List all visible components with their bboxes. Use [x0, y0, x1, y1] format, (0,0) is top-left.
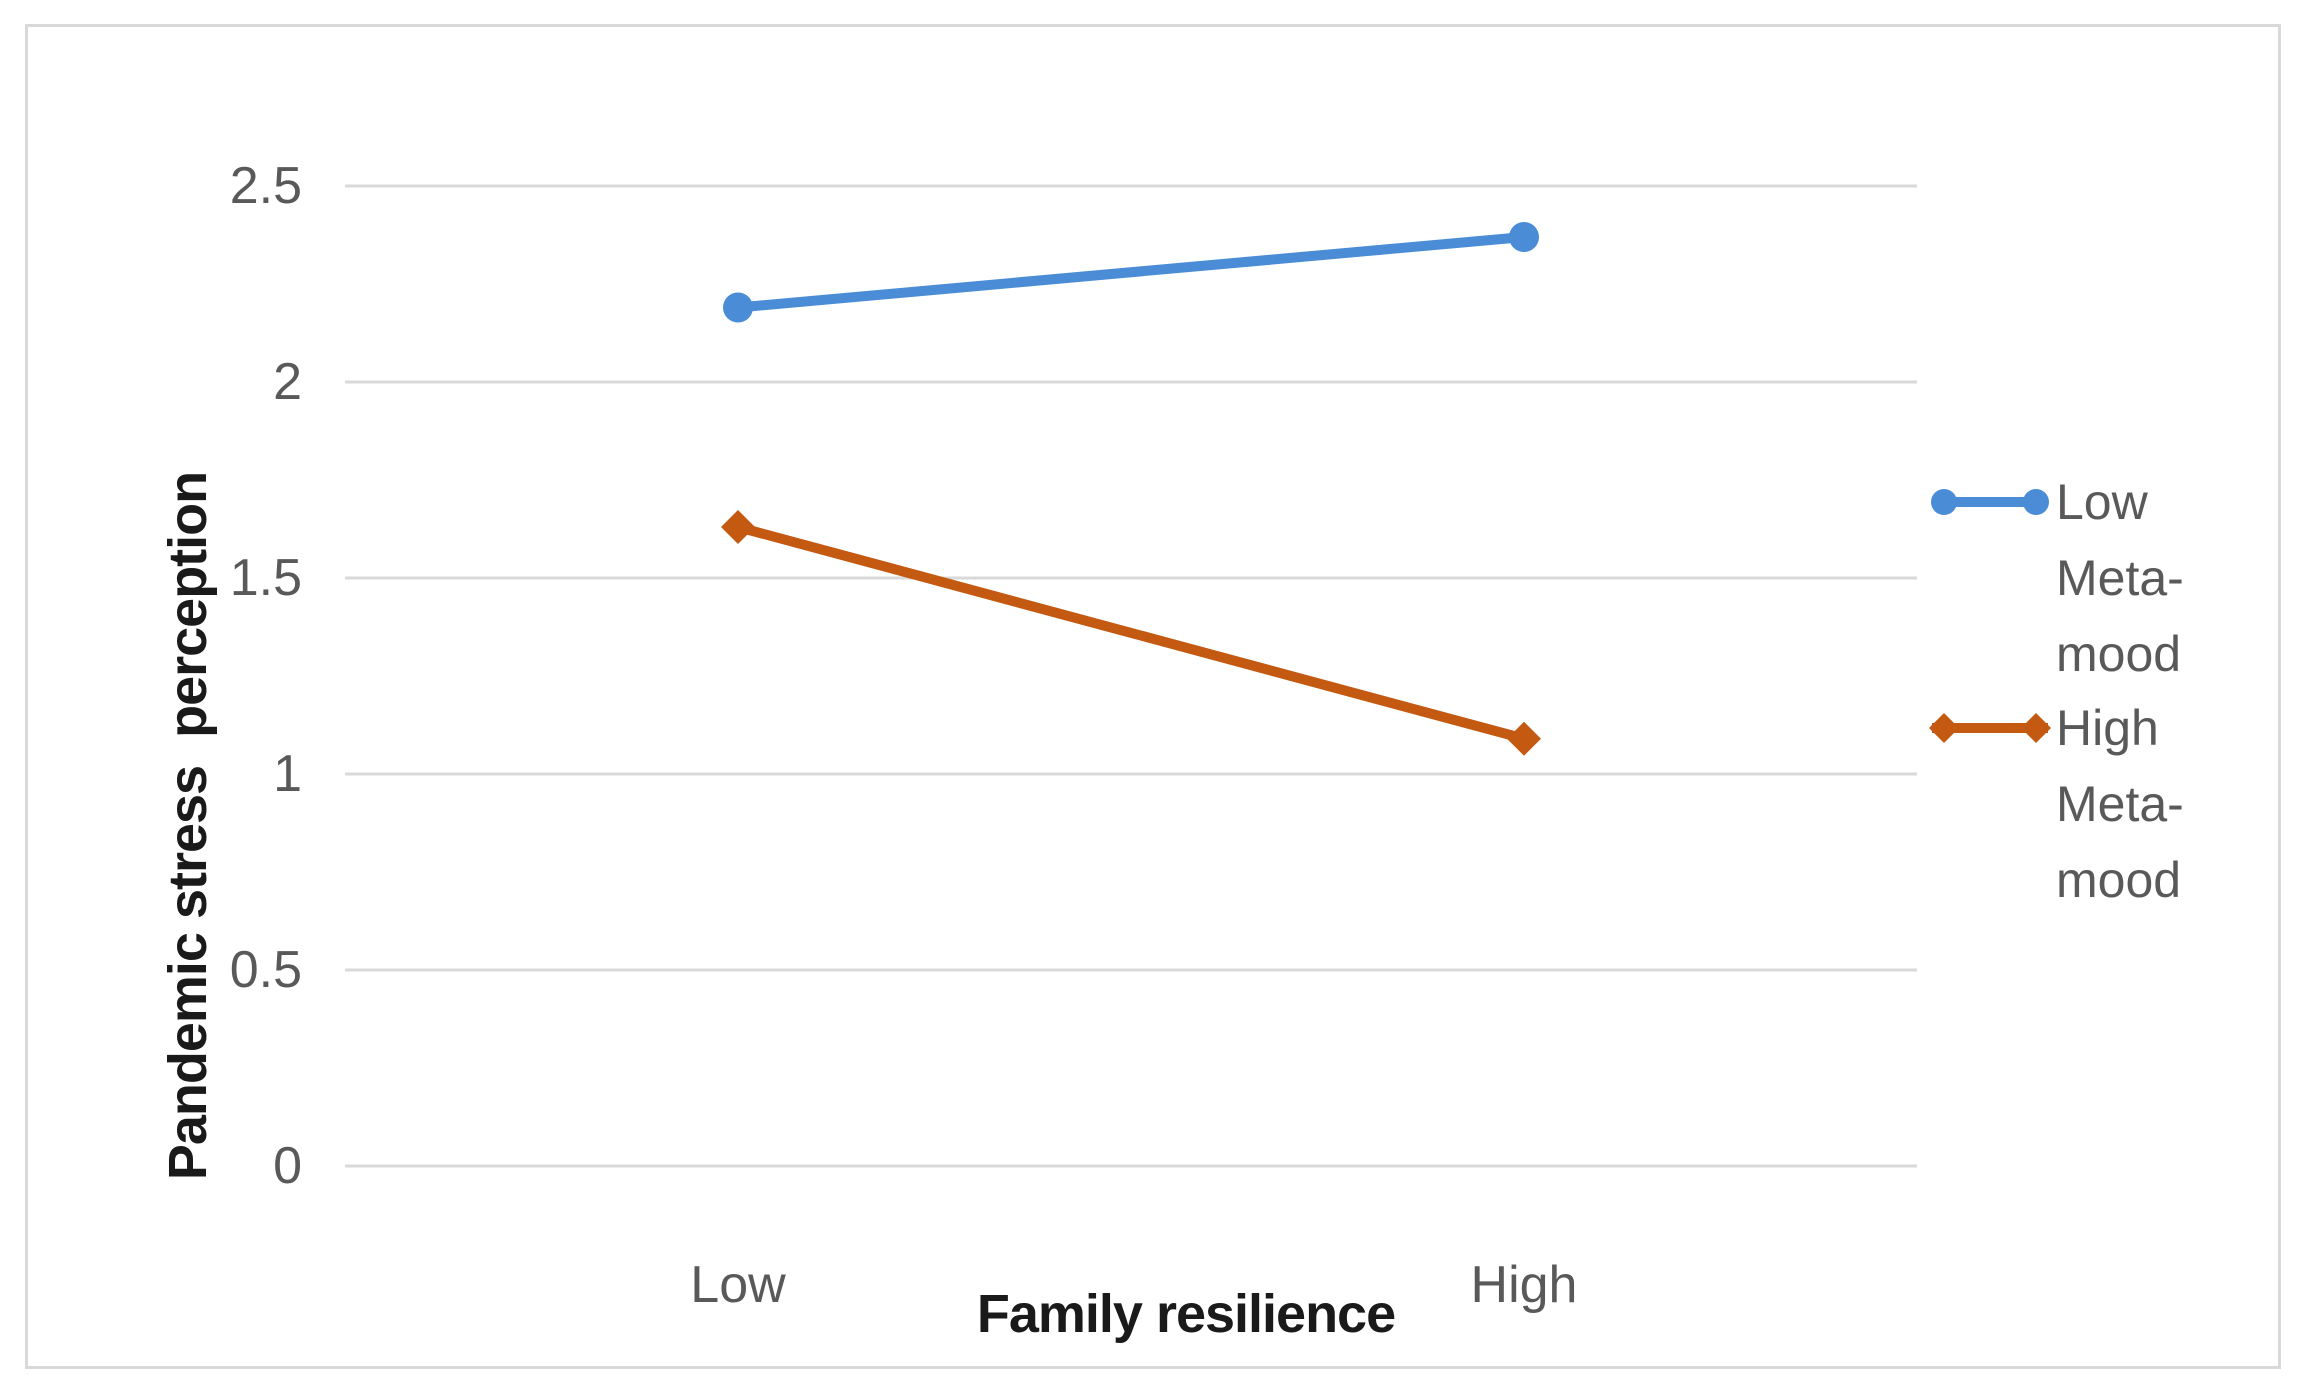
legend-label-line: High	[2056, 700, 2159, 756]
legend-label-line: mood	[2056, 626, 2182, 682]
series-0-marker-1	[1509, 221, 1539, 252]
legend-key-marker-1-b	[2021, 713, 2051, 743]
x-axis-title: Family resilience	[976, 1284, 1396, 1344]
y-tick-label: 0	[273, 1137, 302, 1195]
series-1-marker-1	[1507, 721, 1541, 756]
legend-entry-0: Low Meta-mood	[2056, 464, 2184, 692]
y-tick-label: 0.5	[229, 941, 302, 999]
legend-key-marker-1-a	[1929, 713, 1959, 743]
y-tick-label: 2.5	[229, 157, 302, 215]
legend-entry-1: High Meta-mood	[2056, 690, 2184, 918]
legend-label-line: Meta-	[2056, 550, 2184, 606]
legend-label-line: Meta-	[2056, 776, 2184, 832]
legend-key-marker-0-a	[1931, 489, 1957, 515]
legend-key-marker-0-b	[2023, 489, 2049, 515]
series-line-0	[733, 231, 1529, 313]
y-tick-label: 1.5	[229, 549, 302, 607]
legend-label-line: Low	[2056, 474, 2148, 530]
series-1-marker-0	[721, 510, 755, 545]
y-tick-label: 1	[273, 745, 302, 803]
chart-frame	[25, 24, 2281, 1369]
legend-label-line: mood	[2056, 852, 2182, 908]
series-0-marker-0	[723, 292, 753, 323]
x-category-label: Low	[690, 1256, 786, 1314]
y-tick-label: 2	[273, 353, 302, 411]
series-line-1	[733, 522, 1529, 744]
x-category-label: High	[1470, 1256, 1578, 1314]
